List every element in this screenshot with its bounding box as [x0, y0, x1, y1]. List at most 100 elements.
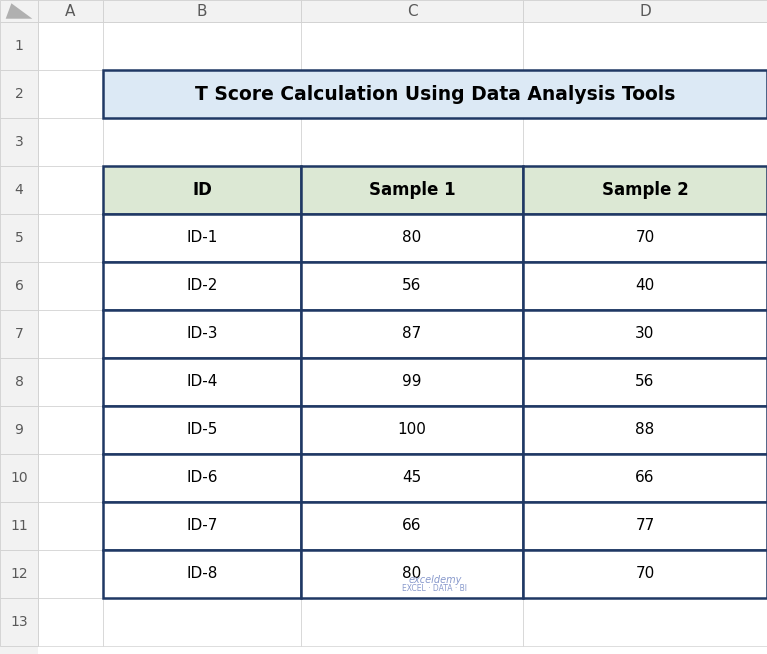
Bar: [301, 118, 523, 166]
Bar: [523, 406, 767, 454]
Bar: [523, 550, 767, 598]
Bar: [38, 0, 103, 22]
Bar: [0, 454, 38, 502]
Bar: [0, 550, 38, 598]
Bar: [38, 454, 103, 502]
Bar: [103, 598, 301, 646]
Text: 45: 45: [403, 470, 422, 485]
Text: Sample 2: Sample 2: [601, 181, 688, 199]
Bar: [0, 70, 38, 118]
Text: ID-3: ID-3: [186, 326, 218, 341]
Bar: [523, 22, 767, 70]
Text: ID-5: ID-5: [186, 422, 218, 438]
Bar: [103, 406, 301, 454]
Text: A: A: [65, 3, 76, 18]
Bar: [103, 214, 301, 262]
Bar: [523, 310, 767, 358]
Bar: [38, 406, 103, 454]
Bar: [103, 310, 301, 358]
Text: ID-7: ID-7: [186, 519, 218, 534]
Text: ID-1: ID-1: [186, 230, 218, 245]
Text: 56: 56: [403, 279, 422, 294]
Bar: [38, 166, 103, 214]
Bar: [523, 214, 767, 262]
Bar: [103, 0, 301, 22]
Text: 56: 56: [635, 375, 655, 390]
Text: 6: 6: [15, 279, 24, 293]
Bar: [301, 454, 523, 502]
Bar: [523, 166, 767, 214]
Text: 13: 13: [10, 615, 28, 629]
Text: C: C: [407, 3, 417, 18]
Bar: [301, 502, 523, 550]
Bar: [103, 166, 301, 214]
Text: 12: 12: [10, 567, 28, 581]
Bar: [523, 262, 767, 310]
Bar: [38, 358, 103, 406]
Text: 66: 66: [402, 519, 422, 534]
Bar: [301, 70, 523, 118]
Text: 87: 87: [403, 326, 422, 341]
Bar: [38, 262, 103, 310]
Text: 3: 3: [15, 135, 23, 149]
Bar: [301, 454, 523, 502]
Bar: [523, 166, 767, 214]
Bar: [0, 214, 38, 262]
Bar: [103, 118, 301, 166]
Text: 5: 5: [15, 231, 23, 245]
Bar: [0, 0, 38, 22]
Bar: [38, 214, 103, 262]
Bar: [103, 406, 301, 454]
Text: 80: 80: [403, 230, 422, 245]
Bar: [301, 358, 523, 406]
Text: ID-2: ID-2: [186, 279, 218, 294]
Bar: [0, 598, 38, 646]
Bar: [523, 598, 767, 646]
Bar: [301, 550, 523, 598]
Bar: [301, 166, 523, 214]
Polygon shape: [5, 3, 32, 19]
Bar: [0, 502, 38, 550]
Bar: [0, 262, 38, 310]
Text: 70: 70: [635, 230, 654, 245]
Bar: [301, 358, 523, 406]
Bar: [301, 310, 523, 358]
Bar: [103, 358, 301, 406]
Text: T Score Calculation Using Data Analysis Tools: T Score Calculation Using Data Analysis …: [195, 84, 675, 103]
Bar: [103, 310, 301, 358]
Text: ID: ID: [192, 181, 212, 199]
Bar: [301, 214, 523, 262]
Bar: [301, 214, 523, 262]
Bar: [0, 310, 38, 358]
Bar: [523, 310, 767, 358]
Text: 8: 8: [15, 375, 24, 389]
Bar: [301, 262, 523, 310]
Text: 100: 100: [397, 422, 426, 438]
Text: exceldemy: exceldemy: [408, 575, 462, 585]
Bar: [301, 166, 523, 214]
Bar: [0, 406, 38, 454]
Text: EXCEL · DATA · BI: EXCEL · DATA · BI: [403, 584, 468, 593]
Bar: [301, 502, 523, 550]
Text: 99: 99: [402, 375, 422, 390]
Bar: [301, 598, 523, 646]
Bar: [103, 502, 301, 550]
Bar: [103, 550, 301, 598]
Bar: [0, 118, 38, 166]
Bar: [38, 310, 103, 358]
Bar: [523, 502, 767, 550]
Bar: [523, 118, 767, 166]
Bar: [38, 598, 103, 646]
Bar: [0, 358, 38, 406]
Bar: [38, 22, 103, 70]
Bar: [301, 22, 523, 70]
Bar: [103, 214, 301, 262]
Text: ID-4: ID-4: [186, 375, 218, 390]
Text: 66: 66: [635, 470, 655, 485]
Bar: [301, 0, 523, 22]
Bar: [523, 502, 767, 550]
Bar: [103, 166, 301, 214]
Text: 88: 88: [635, 422, 654, 438]
Text: 30: 30: [635, 326, 655, 341]
Bar: [523, 214, 767, 262]
